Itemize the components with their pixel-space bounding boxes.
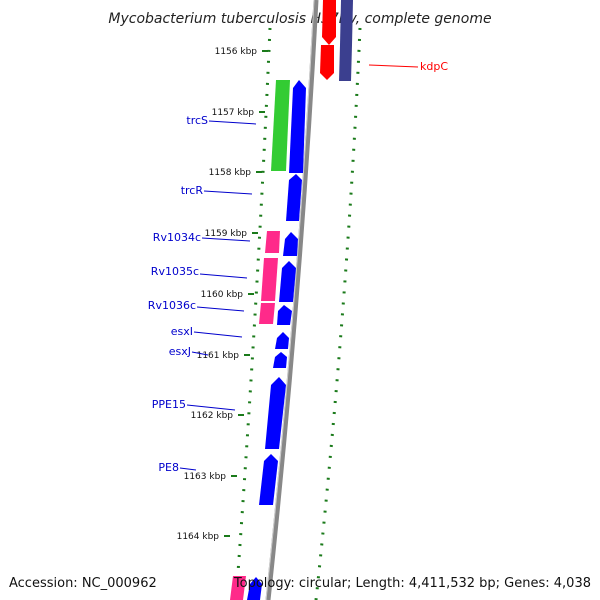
genome-summary-text: Topology: circular; Length: 4,411,532 bp… xyxy=(233,576,591,591)
gene-arrow-blue-PE8 xyxy=(259,454,278,505)
gene-block-pink-3 xyxy=(259,303,275,324)
tick-label-1156: 1156 kbp xyxy=(215,47,258,57)
PPE15-leader xyxy=(186,404,236,411)
outer-tick-ring-right xyxy=(314,27,362,600)
gene-arrow-navy-kdp xyxy=(339,45,352,81)
tick-label-1157: 1157 kbp xyxy=(212,108,255,118)
esxJ-leader xyxy=(191,351,209,356)
trcR-leader xyxy=(203,190,253,195)
tick-label-1158: 1158 kbp xyxy=(209,168,252,178)
gene-arrow-blue-bottom xyxy=(247,577,262,600)
Rv1036c-leader xyxy=(196,306,245,312)
accession-text: Accession: NC_000962 xyxy=(9,576,157,591)
tick-label-1163: 1163 kbp xyxy=(184,472,227,482)
gene-block-pink-2 xyxy=(261,258,278,301)
tick-label-1159: 1159 kbp xyxy=(205,229,248,239)
tick-label-1162: 1162 kbp xyxy=(191,411,234,421)
gene-label-Rv1034c: Rv1034c xyxy=(153,231,201,244)
trcS-leader xyxy=(208,120,257,125)
gene-arrow-blue-esxI xyxy=(275,332,289,349)
gene-block-pink-bottom xyxy=(230,576,246,600)
gene-label-PE8: PE8 xyxy=(158,461,179,474)
gene-arrow-blue-1035 xyxy=(279,261,296,302)
gene-arrow-navy-top xyxy=(340,0,353,45)
gene-label-kdpC: kdpC xyxy=(420,60,448,73)
gene-arrow-red-top xyxy=(322,0,336,45)
gene-arrow-red-kdp xyxy=(320,45,334,80)
gene-label-esxJ: esxJ xyxy=(169,345,191,358)
gene-arrow-blue-esxJ xyxy=(273,352,287,368)
kdpC-leader xyxy=(368,64,419,68)
gene-arrow-green-trcS xyxy=(271,80,290,171)
PE8-leader xyxy=(179,467,197,471)
genome-backbone xyxy=(265,0,319,600)
gene-label-esxI: esxI xyxy=(171,325,193,338)
gene-block-pink-1 xyxy=(265,231,280,253)
esxI-leader xyxy=(193,331,243,338)
map-title: Mycobacterium tuberculosis H37Rv, comple… xyxy=(108,11,491,27)
genome-backbone-highlight xyxy=(265,0,315,600)
gene-label-Rv1036c: Rv1036c xyxy=(148,299,196,312)
gene-arrow-blue-PPE15 xyxy=(265,377,286,449)
tick-label-1160: 1160 kbp xyxy=(201,290,244,300)
gene-label-PPE15: PPE15 xyxy=(152,398,186,411)
gene-arrow-blue-trcS xyxy=(289,80,306,173)
Rv1034c-leader xyxy=(201,237,251,242)
gene-label-Rv1035c: Rv1035c xyxy=(151,265,199,278)
gene-arrow-blue-1036 xyxy=(277,305,292,325)
Rv1035c-leader xyxy=(199,273,248,279)
gene-label-trcR: trcR xyxy=(181,184,204,197)
gene-arrow-blue-trcR xyxy=(286,174,302,221)
tick-label-1164: 1164 kbp xyxy=(177,532,220,542)
gene-label-trcS: trcS xyxy=(186,114,208,127)
gene-arrow-blue-1034 xyxy=(283,232,298,256)
tick-label-1161: 1161 kbp xyxy=(197,351,240,361)
